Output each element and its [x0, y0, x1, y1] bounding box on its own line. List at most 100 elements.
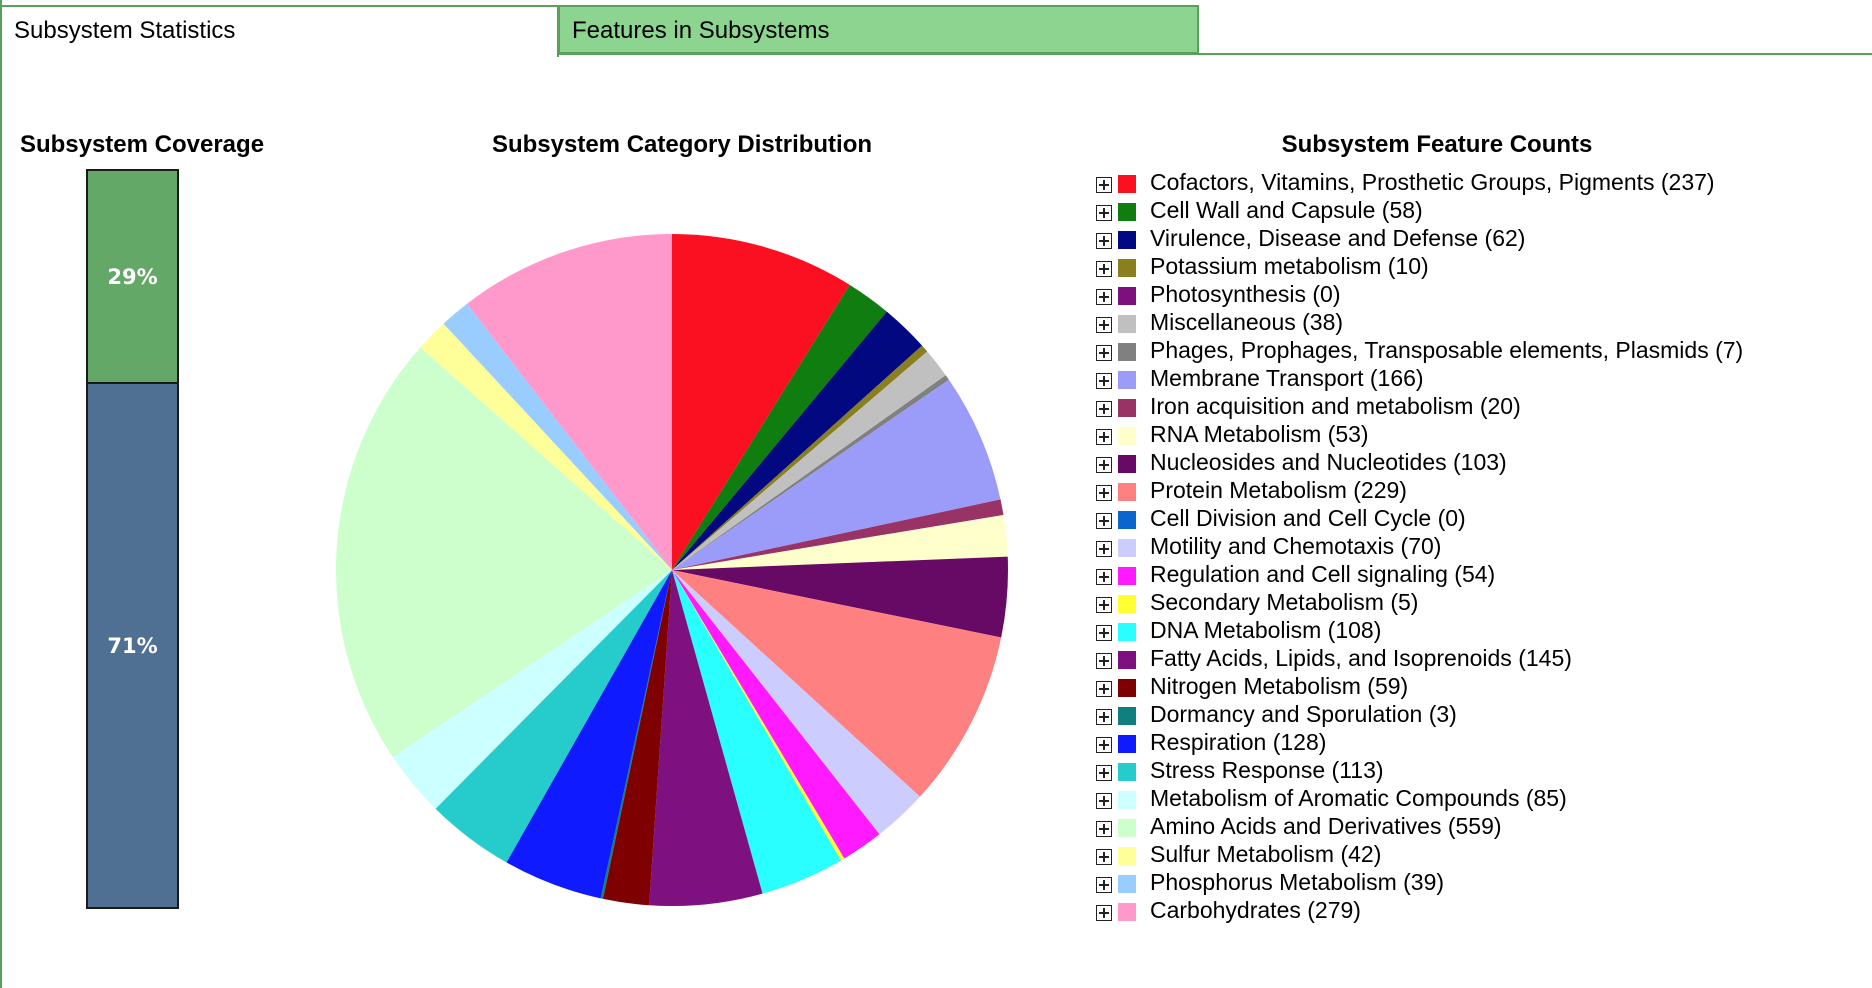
legend-swatch	[1118, 819, 1136, 837]
legend-swatch	[1118, 343, 1136, 361]
tab-subsystem-statistics[interactable]: Subsystem Statistics	[2, 5, 559, 57]
expand-plus-icon[interactable]	[1096, 205, 1112, 221]
pie-slice-cofactors-vitamins-prosthetic-groups-pigments[interactable]	[672, 234, 850, 570]
expand-plus-icon[interactable]	[1096, 737, 1112, 753]
expand-plus-icon[interactable]	[1096, 457, 1112, 473]
expand-plus-icon[interactable]	[1096, 485, 1112, 501]
expand-plus-icon[interactable]	[1096, 429, 1112, 445]
pie-slice-nucleosides-and-nucleotides[interactable]	[672, 556, 1008, 638]
pie-slice-rna-metabolism[interactable]	[672, 514, 1008, 570]
pie-slice-membrane-transport[interactable]	[672, 379, 1001, 570]
legend-swatch	[1118, 595, 1136, 613]
legend-label: Cell Wall and Capsule (58)	[1150, 196, 1423, 223]
expand-plus-icon[interactable]	[1096, 289, 1112, 305]
pie-slice-metabolism-of-aromatic-compounds[interactable]	[392, 570, 672, 809]
pie-slice-phages-prophages-transposable-elements-plasmids[interactable]	[672, 375, 949, 570]
expand-plus-icon[interactable]	[1096, 513, 1112, 529]
legend-swatch	[1118, 427, 1136, 445]
legend-swatch	[1118, 287, 1136, 305]
legend-label: Phages, Prophages, Transposable elements…	[1150, 336, 1744, 363]
expand-plus-icon[interactable]	[1096, 877, 1112, 893]
tab-bar-line	[558, 53, 1872, 55]
pie-slice-phosphorus-metabolism[interactable]	[443, 303, 672, 570]
pie-slice-virulence-disease-and-defense[interactable]	[672, 311, 923, 570]
pie-slice-potassium-metabolism[interactable]	[672, 345, 928, 570]
pie-slice-dna-metabolism[interactable]	[672, 570, 841, 894]
legend-swatch	[1118, 315, 1136, 333]
pie-slice-fatty-acids-lipids-and-isoprenoids[interactable]	[649, 570, 763, 906]
expand-plus-icon[interactable]	[1096, 373, 1112, 389]
legend-swatch	[1118, 735, 1136, 753]
legend-item: Photosynthesis (0)	[1096, 280, 1743, 308]
legend-item: Membrane Transport (166)	[1096, 364, 1743, 392]
legend-label: Carbohydrates (279)	[1150, 896, 1361, 923]
legend-item: Cell Wall and Capsule (58)	[1096, 196, 1743, 224]
expand-plus-icon[interactable]	[1096, 709, 1112, 725]
feature-counts-title: Subsystem Feature Counts	[1281, 131, 1593, 158]
pie-slice-motility-and-chemotaxis[interactable]	[672, 570, 920, 835]
legend-item: Dormancy and Sporulation (3)	[1096, 700, 1743, 728]
legend-swatch	[1118, 651, 1136, 669]
expand-plus-icon[interactable]	[1096, 821, 1112, 837]
legend-swatch	[1118, 203, 1136, 221]
legend-label: DNA Metabolism (108)	[1150, 616, 1382, 643]
pie-slice-sulfur-metabolism[interactable]	[420, 323, 672, 570]
pie-slice-respiration[interactable]	[506, 570, 672, 899]
coverage-covered-segment[interactable]: 29%	[88, 171, 177, 385]
legend-label: Motility and Chemotaxis (70)	[1150, 532, 1442, 559]
coverage-covered-label: 29%	[107, 264, 158, 289]
legend-label: Fatty Acids, Lipids, and Isoprenoids (14…	[1150, 644, 1572, 671]
legend-swatch	[1118, 231, 1136, 249]
expand-plus-icon[interactable]	[1096, 261, 1112, 277]
pie-slice-protein-metabolism[interactable]	[672, 570, 1002, 797]
pie-slice-regulation-and-cell-signaling[interactable]	[672, 570, 880, 859]
pie-slice-iron-acquisition-and-metabolism[interactable]	[672, 499, 1004, 570]
pie-slice-nitrogen-metabolism[interactable]	[602, 570, 672, 906]
legend-item: Cofactors, Vitamins, Prosthetic Groups, …	[1096, 168, 1743, 196]
expand-plus-icon[interactable]	[1096, 541, 1112, 557]
expand-plus-icon[interactable]	[1096, 681, 1112, 697]
legend-swatch	[1118, 511, 1136, 529]
legend-label: Amino Acids and Derivatives (559)	[1150, 812, 1502, 839]
legend-swatch	[1118, 371, 1136, 389]
pie-slice-stress-response[interactable]	[435, 570, 672, 863]
coverage-uncovered-segment[interactable]: 71%	[88, 384, 177, 907]
expand-plus-icon[interactable]	[1096, 625, 1112, 641]
pie-slice-amino-acids-and-derivatives[interactable]	[336, 347, 672, 757]
legend-item: Respiration (128)	[1096, 728, 1743, 756]
pie-slice-dormancy-and-sporulation[interactable]	[600, 570, 672, 899]
legend-label: Photosynthesis (0)	[1150, 280, 1341, 307]
legend-label: Secondary Metabolism (5)	[1150, 588, 1419, 615]
expand-plus-icon[interactable]	[1096, 765, 1112, 781]
legend-label: Cofactors, Vitamins, Prosthetic Groups, …	[1150, 168, 1715, 195]
legend-swatch	[1118, 623, 1136, 641]
pie-slice-carbohydrates[interactable]	[467, 234, 672, 570]
expand-plus-icon[interactable]	[1096, 569, 1112, 585]
legend-swatch	[1118, 455, 1136, 473]
pie-slice-secondary-metabolism[interactable]	[672, 570, 845, 861]
coverage-title: Subsystem Coverage	[19, 131, 265, 158]
legend-label: Cell Division and Cell Cycle (0)	[1150, 504, 1466, 531]
expand-plus-icon[interactable]	[1096, 401, 1112, 417]
legend-label: Respiration (128)	[1150, 728, 1327, 755]
legend-swatch	[1118, 175, 1136, 193]
expand-plus-icon[interactable]	[1096, 177, 1112, 193]
legend-swatch	[1118, 791, 1136, 809]
legend-label: Regulation and Cell signaling (54)	[1150, 560, 1496, 587]
expand-plus-icon[interactable]	[1096, 345, 1112, 361]
pie-slice-miscellaneous[interactable]	[672, 351, 946, 570]
expand-plus-icon[interactable]	[1096, 653, 1112, 669]
legend-label: Nitrogen Metabolism (59)	[1150, 672, 1409, 699]
pie-slice-cell-wall-and-capsule[interactable]	[672, 284, 887, 570]
legend-item: Protein Metabolism (229)	[1096, 476, 1743, 504]
legend-swatch	[1118, 875, 1136, 893]
tab-features-in-subsystems[interactable]: Features in Subsystems	[558, 5, 1199, 54]
expand-plus-icon[interactable]	[1096, 597, 1112, 613]
expand-plus-icon[interactable]	[1096, 849, 1112, 865]
expand-plus-icon[interactable]	[1096, 233, 1112, 249]
expand-plus-icon[interactable]	[1096, 317, 1112, 333]
expand-plus-icon[interactable]	[1096, 793, 1112, 809]
legend-item: Potassium metabolism (10)	[1096, 252, 1743, 280]
expand-plus-icon[interactable]	[1096, 905, 1112, 921]
legend-swatch	[1118, 903, 1136, 921]
